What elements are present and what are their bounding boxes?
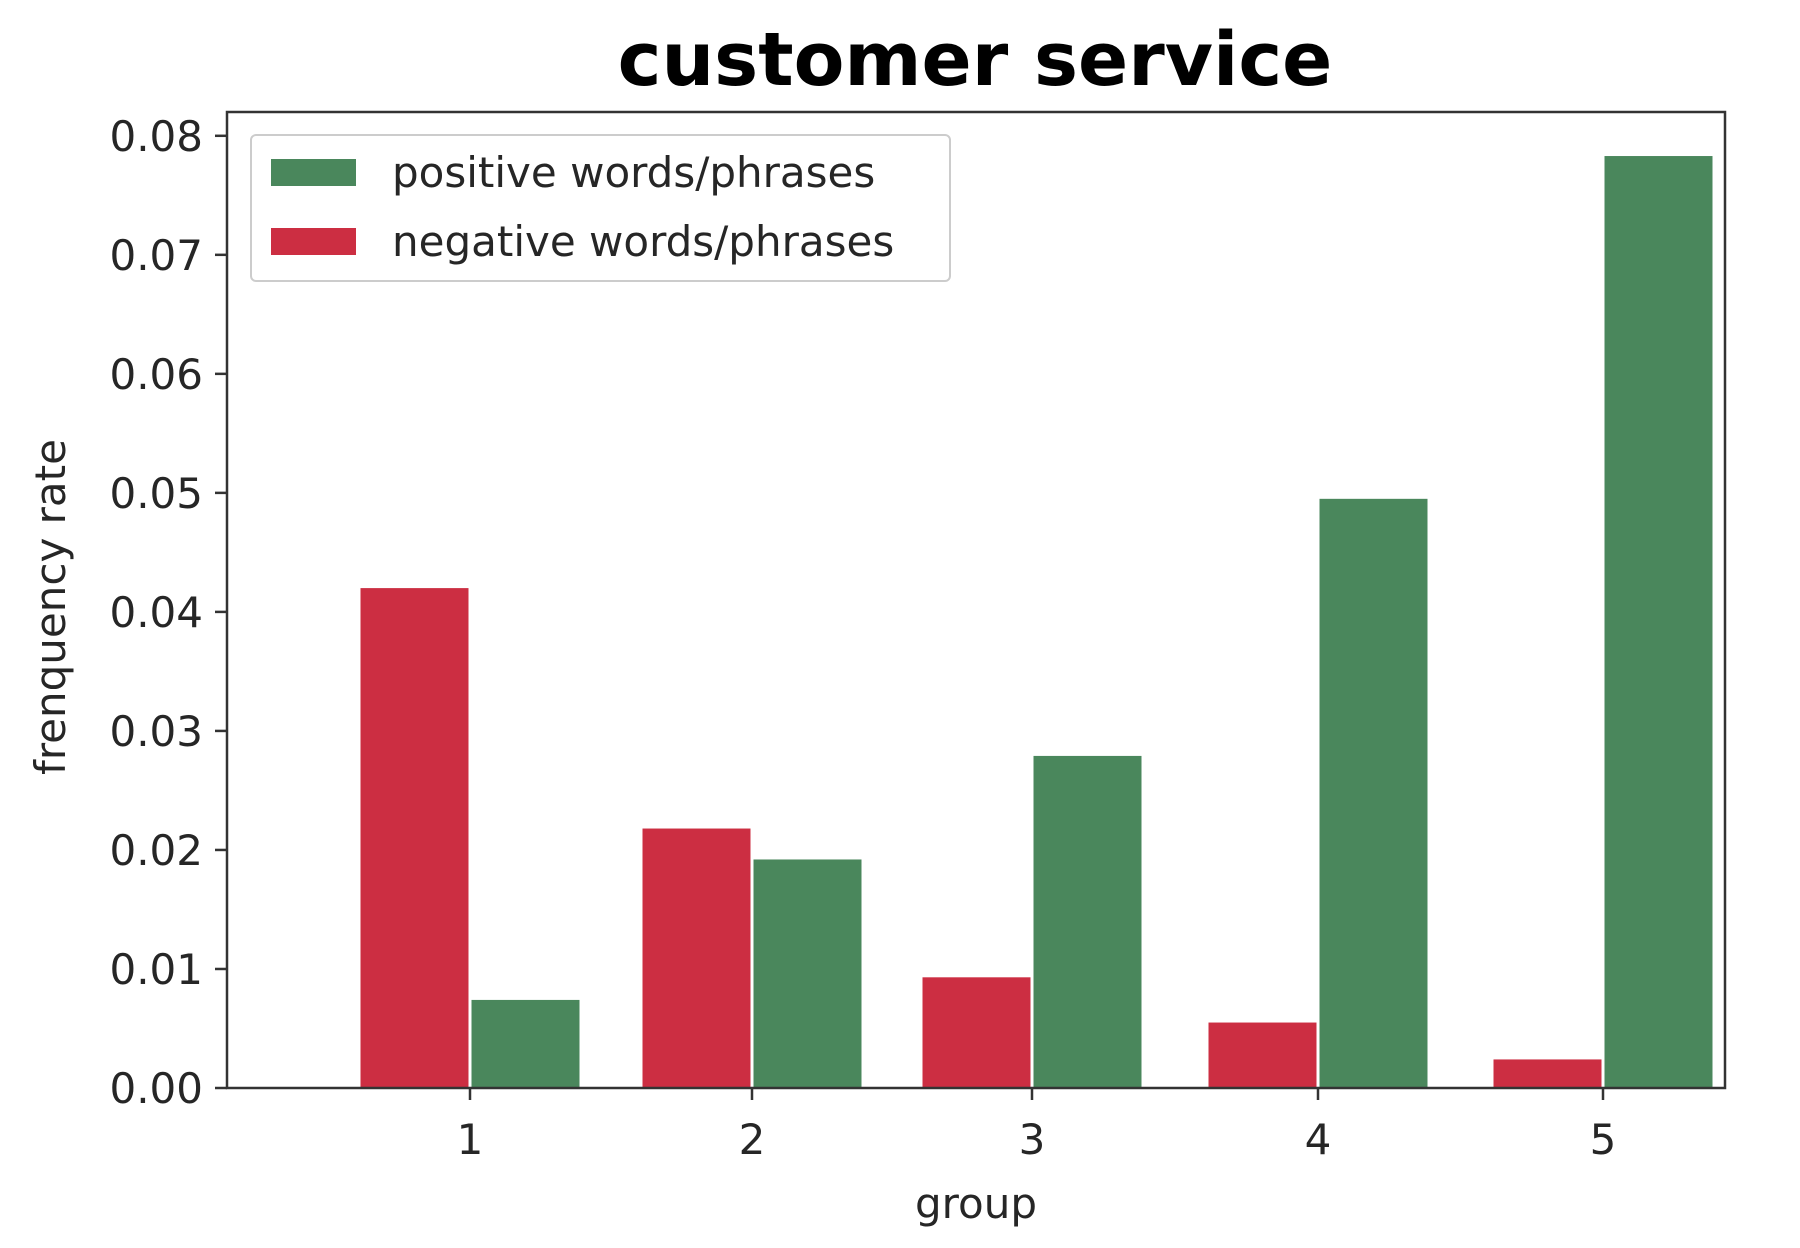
legend-swatch-positive: [271, 159, 356, 186]
y-tick-label: 0.03: [109, 707, 203, 756]
bars-group: [360, 156, 1713, 1089]
bar-negative-group-1: [360, 588, 469, 1088]
bar-positive-group-3: [1033, 755, 1142, 1088]
y-tick-label: 0.04: [109, 588, 203, 637]
y-tick-label: 0.05: [109, 469, 203, 518]
bar-negative-group-3: [922, 977, 1031, 1088]
x-tick-label: 1: [457, 1115, 484, 1164]
x-tick-label: 2: [739, 1115, 766, 1164]
y-tick-label: 0.01: [109, 945, 203, 994]
x-axis-label: group: [915, 1179, 1037, 1228]
bar-positive-group-5: [1604, 156, 1713, 1089]
y-tick-label: 0.07: [109, 231, 203, 280]
legend-box: [250, 134, 951, 282]
legend-swatch-negative: [271, 228, 356, 255]
bar-negative-group-4: [1208, 1022, 1317, 1088]
x-tick-label: 4: [1305, 1115, 1332, 1164]
legend-label-positive: positive words/phrases: [392, 148, 875, 197]
y-axis: 0.00 0.01 0.02 0.03 0.04 0.05 0.06 0.07 0.08: [109, 112, 227, 1113]
x-axis: 1 2 3 4 5: [457, 1088, 1617, 1164]
bar-negative-group-5: [1493, 1059, 1602, 1088]
y-tick-label: 0.02: [109, 826, 203, 875]
y-tick-label: 0.00: [109, 1064, 203, 1113]
plot-frame: [225, 110, 1727, 1090]
chart-title: customer service: [618, 17, 1333, 103]
y-tick-label: 0.08: [109, 112, 203, 161]
bar-positive-group-1: [471, 999, 580, 1088]
bar-negative-group-2: [642, 828, 751, 1088]
y-axis-label: frenquency rate: [26, 439, 75, 775]
x-tick-label: 3: [1019, 1115, 1046, 1164]
legend-label-negative: negative words/phrases: [392, 217, 894, 266]
legend: positive words/phrases negative words/ph…: [250, 134, 951, 282]
bar-positive-group-4: [1319, 498, 1428, 1089]
y-tick-label: 0.06: [109, 350, 203, 399]
bar-positive-group-2: [753, 859, 862, 1088]
x-tick-label: 5: [1590, 1115, 1617, 1164]
